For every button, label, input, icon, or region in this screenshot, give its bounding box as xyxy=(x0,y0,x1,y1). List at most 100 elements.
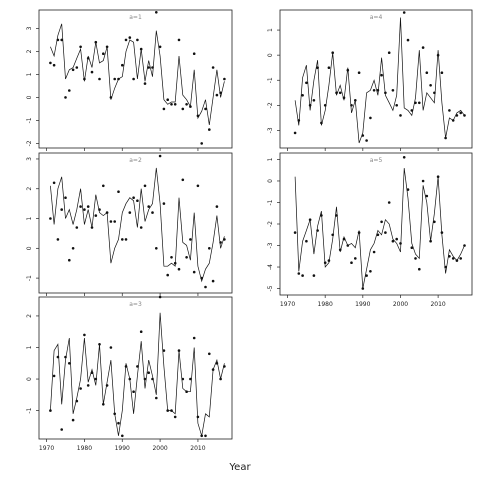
data-point xyxy=(223,238,226,241)
data-point xyxy=(331,233,335,237)
data-point xyxy=(49,217,52,220)
data-point xyxy=(83,333,86,337)
y-tick-label: -4 xyxy=(267,264,274,270)
data-point xyxy=(109,220,113,223)
y-tick-label: -2 xyxy=(26,140,33,146)
data-point xyxy=(357,231,361,234)
data-point xyxy=(342,237,346,241)
data-point xyxy=(440,231,444,234)
data-point xyxy=(196,114,200,118)
data-point xyxy=(121,63,124,67)
data-point xyxy=(166,273,169,277)
data-point xyxy=(151,66,154,69)
data-point xyxy=(406,188,410,191)
data-point xyxy=(113,412,116,416)
data-point xyxy=(109,96,113,99)
data-point xyxy=(102,403,105,406)
panel-title: a=3 xyxy=(129,301,142,308)
data-point xyxy=(151,211,154,214)
data-point xyxy=(151,377,154,381)
data-point xyxy=(335,91,338,95)
data-point xyxy=(64,96,67,99)
data-point xyxy=(444,265,447,269)
data-point xyxy=(124,365,128,368)
data-point xyxy=(410,109,414,112)
data-point xyxy=(384,231,387,234)
data-point xyxy=(136,199,139,202)
data-point xyxy=(425,194,429,198)
data-point xyxy=(102,52,105,55)
data-point xyxy=(215,362,219,365)
data-point xyxy=(459,111,463,115)
data-point xyxy=(143,184,147,188)
x-tick-label: 1990 xyxy=(115,445,130,452)
data-point xyxy=(56,355,60,359)
y-tick-label: -1 xyxy=(267,77,274,83)
data-point xyxy=(181,178,185,182)
y-tick-label: 0 xyxy=(267,53,274,57)
data-point xyxy=(128,36,132,39)
data-point xyxy=(189,105,192,108)
y-tick-label: -1 xyxy=(267,199,274,205)
data-point xyxy=(211,368,215,371)
data-point xyxy=(425,71,429,74)
data-point xyxy=(155,247,158,250)
data-point xyxy=(117,77,120,81)
data-point xyxy=(79,205,82,208)
data-point xyxy=(463,244,466,247)
data-point xyxy=(79,387,82,390)
y-tick-label: 0 xyxy=(26,95,33,99)
data-point xyxy=(372,89,376,92)
data-point xyxy=(346,244,350,247)
data-point xyxy=(170,255,173,259)
series-line xyxy=(294,17,465,144)
data-point xyxy=(64,355,67,359)
data-point xyxy=(376,233,380,237)
data-point xyxy=(204,434,207,438)
data-point xyxy=(113,77,116,81)
data-point xyxy=(173,103,177,106)
data-point xyxy=(132,77,135,81)
panel-3: a=3 -1 0 1 2 1970 1980 1990 2000 2010 xyxy=(26,295,233,452)
data-point xyxy=(414,257,417,260)
data-point xyxy=(60,38,63,42)
data-point xyxy=(147,66,150,69)
data-point xyxy=(90,371,94,375)
x-tick-label: 1980 xyxy=(318,301,333,308)
panel-frame xyxy=(38,296,233,440)
panels: a=1 -2 -1 0 1 2 3 a=2 -1 0 1 2 3 a=3 -1 0 1 2 1970 1980 1990… xyxy=(26,9,473,452)
data-point xyxy=(354,257,357,260)
data-point xyxy=(173,415,177,419)
data-point xyxy=(338,91,342,95)
data-point xyxy=(173,261,177,265)
y-tick-label: -2 xyxy=(267,102,274,108)
data-point xyxy=(124,238,128,241)
data-point xyxy=(52,181,56,185)
panel-title: a=4 xyxy=(370,14,383,21)
data-point xyxy=(181,107,185,111)
data-point xyxy=(418,101,421,105)
data-point xyxy=(71,247,75,250)
x-tick-label: 2000 xyxy=(152,445,167,452)
y-tick-label: 3 xyxy=(26,26,33,30)
data-point xyxy=(455,259,459,262)
data-point xyxy=(350,104,353,107)
y-tick-label: 1 xyxy=(26,72,33,76)
data-point xyxy=(68,258,71,262)
data-point xyxy=(208,247,211,250)
data-point xyxy=(219,91,222,95)
data-point xyxy=(369,116,372,120)
data-point xyxy=(98,208,101,211)
data-point xyxy=(170,103,173,106)
data-point xyxy=(391,89,395,92)
data-point xyxy=(208,128,211,131)
y-tick-label: 0 xyxy=(26,377,33,381)
data-point xyxy=(418,267,421,271)
data-point xyxy=(181,377,185,381)
data-point xyxy=(109,346,113,349)
data-point xyxy=(297,119,301,122)
data-point xyxy=(60,208,63,211)
data-point xyxy=(121,434,124,438)
y-tick-label: -3 xyxy=(267,127,274,133)
